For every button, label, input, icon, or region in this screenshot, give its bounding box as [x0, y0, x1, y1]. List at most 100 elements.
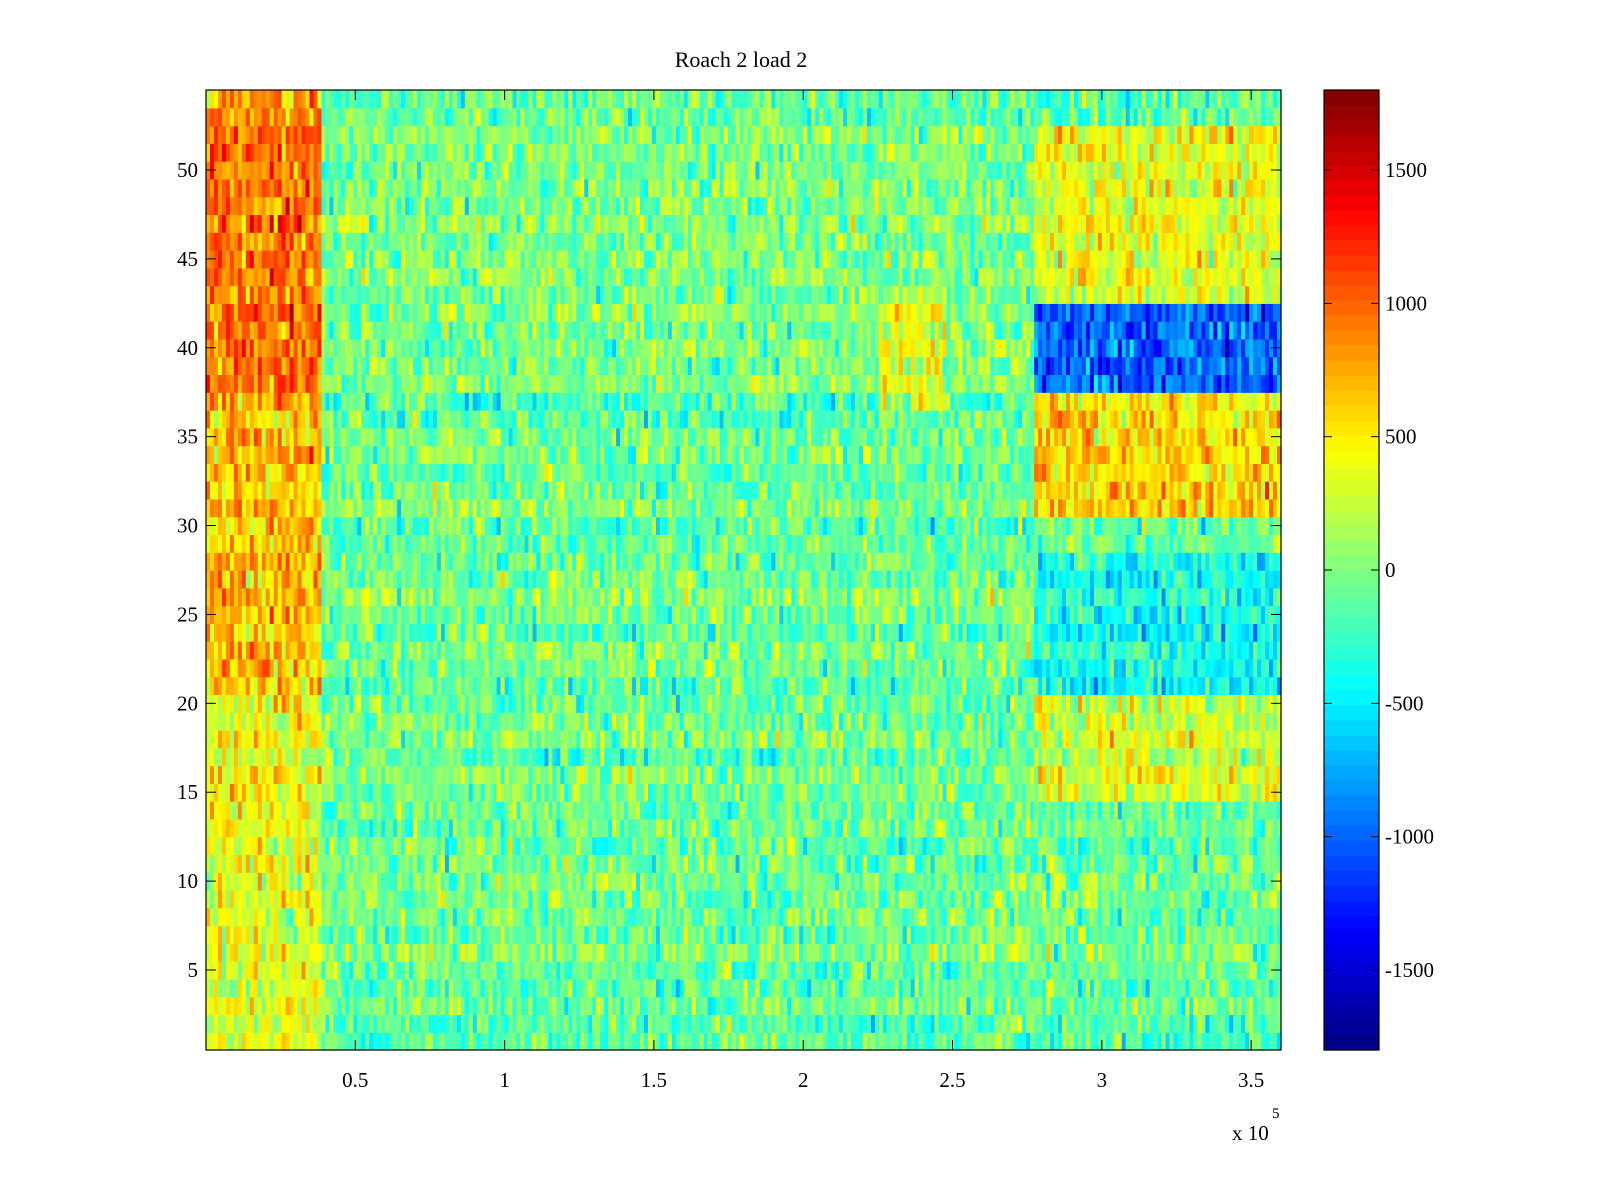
heatmap-cell — [795, 890, 800, 909]
heatmap-cell — [313, 836, 319, 856]
heatmap-cell — [1050, 978, 1055, 998]
heatmap-cell — [1269, 730, 1274, 749]
heatmap-cell — [723, 943, 729, 962]
heatmap-cell — [285, 925, 291, 944]
heatmap-cell — [572, 872, 577, 891]
heatmap-cell — [524, 730, 530, 749]
heatmap-cell — [1109, 996, 1115, 1016]
heatmap-cell — [217, 872, 223, 891]
heatmap-cell — [381, 1014, 386, 1033]
heatmap-cell — [839, 978, 844, 998]
heatmap-cell — [440, 996, 446, 1016]
heatmap-cell — [1117, 961, 1123, 980]
heatmap-cell — [1093, 907, 1099, 927]
heatmap-cell — [209, 747, 215, 767]
heatmap-cell — [755, 872, 761, 891]
heatmap-cell — [803, 872, 808, 891]
heatmap-cell — [707, 836, 713, 856]
heatmap-cell — [998, 978, 1003, 998]
heatmap-cell — [405, 836, 410, 856]
heatmap-cell — [942, 907, 948, 927]
heatmap-cell — [393, 730, 398, 749]
heatmap-cell — [1081, 836, 1087, 856]
heatmap-cell — [472, 854, 478, 873]
heatmap-cell — [910, 925, 916, 944]
heatmap-cell — [687, 783, 693, 802]
heatmap-cell — [807, 730, 812, 749]
heatmap-cell — [1034, 783, 1039, 802]
heatmap-cell — [440, 801, 446, 820]
heatmap-cell — [791, 747, 796, 767]
heatmap-cell — [1014, 872, 1019, 891]
heatmap-cell — [843, 1032, 848, 1051]
heatmap-cell — [1189, 801, 1195, 820]
heatmap-cell — [950, 836, 956, 856]
heatmap-cell — [910, 1032, 916, 1051]
heatmap-cell — [755, 1032, 761, 1051]
heatmap-cell — [874, 978, 880, 998]
heatmap-cell — [253, 765, 259, 784]
heatmap-cell — [683, 818, 689, 838]
heatmap-cell — [1133, 765, 1139, 784]
heatmap-cell — [564, 783, 569, 802]
heatmap-cell — [966, 943, 972, 962]
heatmap-cell — [1241, 925, 1246, 944]
heatmap-cell — [460, 1014, 466, 1033]
heatmap-cell — [253, 1032, 259, 1051]
heatmap-cell — [321, 836, 327, 856]
heatmap-cell — [1038, 907, 1043, 927]
heatmap-cell — [994, 890, 999, 909]
heatmap-cell — [293, 818, 299, 838]
heatmap-cell — [1109, 801, 1115, 820]
heatmap-cell — [954, 1014, 960, 1033]
heatmap-cell — [787, 854, 792, 873]
heatmap-cell — [1129, 925, 1135, 944]
heatmap-cell — [731, 783, 737, 802]
heatmap-cell — [588, 854, 593, 873]
heatmap-cell — [520, 925, 526, 944]
heatmap-cell — [468, 801, 474, 820]
heatmap-cell — [687, 1032, 693, 1051]
heatmap-cell — [723, 854, 729, 873]
heatmap-cell — [500, 872, 506, 891]
heatmap-cell — [862, 1032, 868, 1051]
heatmap-cell — [1010, 765, 1015, 784]
heatmap-cell — [719, 1014, 725, 1033]
heatmap-cell — [508, 890, 514, 909]
heatmap-cell — [460, 836, 466, 856]
heatmap-cell — [436, 747, 442, 767]
heatmap-cell — [799, 943, 804, 962]
heatmap-cell — [755, 765, 761, 784]
heatmap-cell — [281, 961, 287, 980]
heatmap-cell — [428, 890, 434, 909]
heatmap-cell — [424, 872, 430, 891]
heatmap-cell — [1185, 872, 1191, 891]
heatmap-cell — [548, 978, 553, 998]
heatmap-cell — [866, 872, 872, 891]
heatmap-cell — [257, 730, 263, 749]
heatmap-cell — [381, 943, 386, 962]
heatmap-cell — [413, 1032, 418, 1051]
heatmap-cell — [432, 854, 438, 873]
heatmap-cell — [751, 961, 757, 980]
heatmap-cell — [819, 747, 824, 767]
heatmap-cell — [1205, 961, 1210, 980]
heatmap-cell — [628, 730, 633, 749]
heatmap-cell — [827, 890, 832, 909]
heatmap-cell — [456, 907, 462, 927]
heatmap-cell — [217, 836, 223, 856]
heatmap-cell — [659, 943, 665, 962]
heatmap-cell — [548, 854, 553, 873]
heatmap-cell — [468, 747, 474, 767]
heatmap-cell — [1253, 925, 1258, 944]
heatmap-cell — [257, 890, 263, 909]
heatmap-cell — [799, 730, 804, 749]
heatmap-cell — [759, 730, 765, 749]
heatmap-cell — [910, 730, 916, 749]
heatmap-cell — [436, 925, 442, 944]
heatmap-cell — [552, 925, 557, 944]
heatmap-cell — [1125, 818, 1131, 838]
heatmap-cell — [858, 801, 864, 820]
heatmap-cell — [532, 996, 538, 1016]
heatmap-cell — [424, 765, 430, 784]
